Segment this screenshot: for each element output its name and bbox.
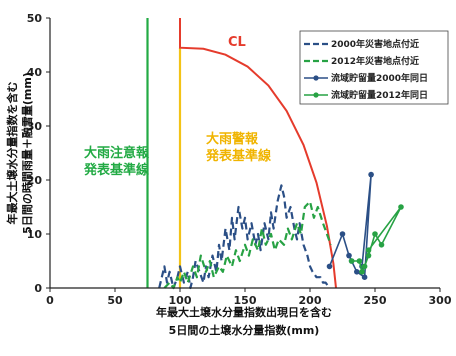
x-tick-label: 100 [169, 294, 192, 307]
data-point [346, 252, 352, 259]
data-point [365, 247, 372, 253]
series-line [158, 184, 331, 290]
series-1 [163, 200, 332, 290]
data-point [378, 242, 385, 248]
series-layer [158, 171, 404, 290]
warning-label-line2: 発表基準線 [205, 148, 272, 164]
series-line [163, 200, 332, 290]
data-point [339, 231, 346, 237]
axis-ticks: 0 50 100 150 200 250 300 0 10 20 30 40 50 [27, 12, 452, 307]
data-point [361, 263, 368, 270]
y-tick-label: 20 [27, 174, 43, 187]
legend-marker [313, 75, 319, 81]
legend-label: 流域貯留量2000年同日 [331, 72, 428, 84]
series-3 [348, 204, 404, 275]
data-point [372, 231, 378, 237]
series-line [328, 173, 372, 279]
x-tick-label: 200 [299, 294, 322, 307]
legend-marker [313, 92, 319, 98]
x-axis-title-line2: 5日間の土壌水分量指数(mm) [169, 323, 320, 337]
cl-curve [179, 18, 337, 289]
legend-label: 2012年災害地点付近 [331, 55, 419, 67]
y-tick-label: 40 [27, 66, 43, 79]
advisory-label-line2: 発表基準線 [83, 162, 150, 178]
data-point [354, 269, 360, 275]
legend-items: 2000年災害地点付近 2012年災害地点付近流域貯留量2000年同日流域貯留量2… [304, 38, 428, 101]
series-0 [158, 184, 331, 290]
data-point [348, 258, 355, 264]
y-tick-label: 30 [27, 120, 43, 133]
data-point [326, 263, 333, 270]
data-point [365, 252, 372, 259]
legend-label: 流域貯留量2012年同日 [331, 89, 428, 101]
data-point [398, 204, 404, 210]
y-axis-title-line1: 年最大土壌水分量指数を含む [5, 82, 19, 225]
data-point [356, 258, 363, 264]
x-axis-title-line1: 年最大土壌水分量指数出現日を含む [156, 305, 332, 319]
x-tick-label: 0 [46, 294, 54, 307]
x-tick-label: 300 [429, 294, 452, 307]
x-tick-label: 150 [234, 294, 257, 307]
data-point [361, 274, 368, 281]
y-axis-title-line2: 5日間の時間雨量＋融雪量(mm) [20, 72, 34, 234]
data-point [359, 269, 365, 275]
y-tick-label: 50 [27, 12, 43, 25]
data-point [368, 171, 374, 178]
legend: 2000年災害地点付近 2012年災害地点付近流域貯留量2000年同日流域貯留量2… [299, 30, 449, 105]
y-tick-label: 10 [27, 228, 43, 241]
threshold-lines [146, 18, 337, 289]
legend-label: 2000年災害地点付近 [331, 38, 419, 50]
x-tick-label: 50 [107, 294, 123, 307]
y-tick-label: 0 [34, 282, 42, 295]
cl-label: CL [228, 35, 246, 50]
x-tick-label: 250 [364, 294, 387, 307]
advisory-label-line1: 大雨注意報 [84, 145, 150, 161]
warning-label-line1: 大雨警報 [206, 131, 259, 147]
